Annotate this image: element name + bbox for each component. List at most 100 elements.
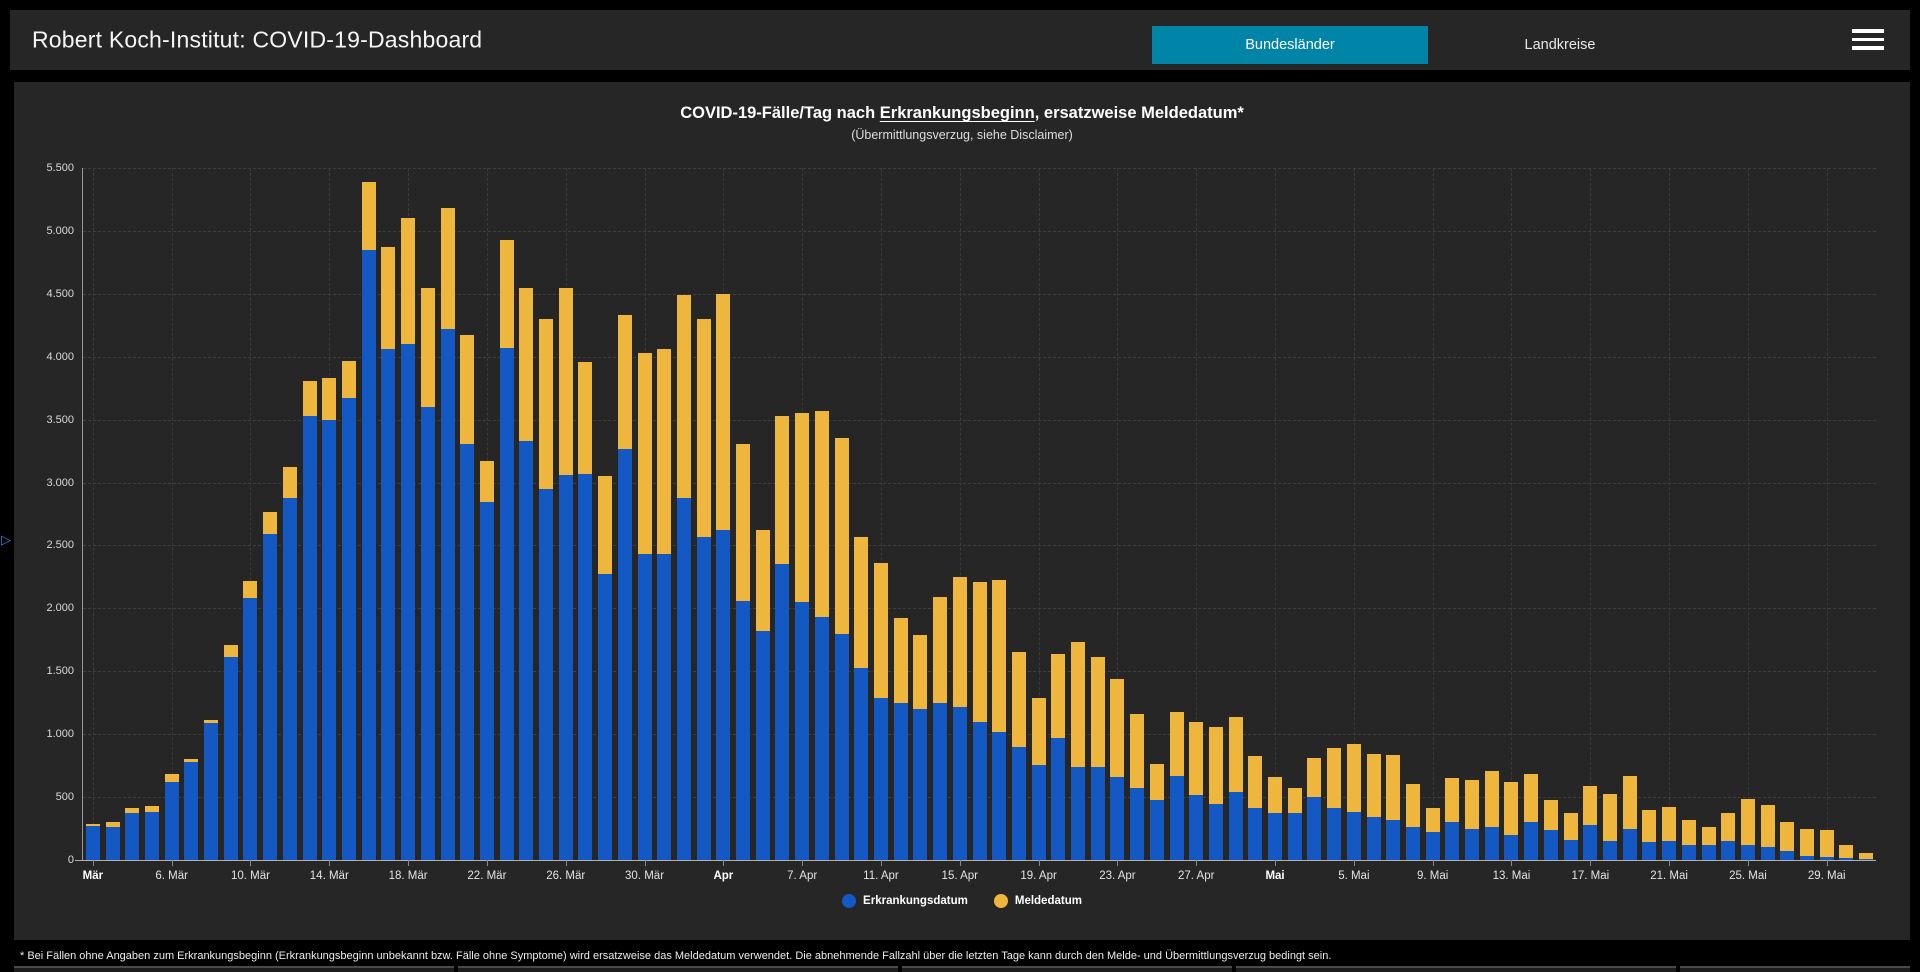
- bar-30. Apr[interactable]: [1248, 756, 1263, 860]
- bar-11. Mär[interactable]: [263, 511, 278, 860]
- bar-31. Mär[interactable]: [657, 349, 672, 860]
- bar-9. Mär[interactable]: [223, 644, 238, 860]
- bar-22. Apr[interactable]: [1090, 657, 1105, 860]
- bar-23. Mai[interactable]: [1701, 827, 1716, 860]
- bar-29. Apr[interactable]: [1228, 716, 1243, 860]
- bar-3. Apr[interactable]: [716, 293, 731, 860]
- bar-13. Apr[interactable]: [913, 634, 928, 860]
- bar-15. Mär[interactable]: [341, 360, 356, 860]
- bar-14. Apr[interactable]: [933, 597, 948, 860]
- bar-6. Apr[interactable]: [775, 415, 790, 860]
- bar-3. Mär[interactable]: [105, 822, 120, 860]
- bar-24. Apr[interactable]: [1130, 714, 1145, 860]
- bar-27. Apr[interactable]: [1189, 721, 1204, 860]
- bar-6. Mai[interactable]: [1366, 754, 1381, 860]
- bar-12. Mai[interactable]: [1484, 770, 1499, 860]
- bar-14. Mai[interactable]: [1524, 773, 1539, 860]
- bundeslaender-button[interactable]: Bundesländer: [1152, 26, 1428, 64]
- bar-28. Mär[interactable]: [598, 476, 613, 860]
- bar-25. Apr[interactable]: [1149, 763, 1164, 860]
- expand-panel-arrow-icon[interactable]: ▷: [1, 532, 11, 547]
- bar-20. Mär[interactable]: [440, 208, 455, 860]
- bar-29. Mär[interactable]: [617, 315, 632, 860]
- bar-25. Mai[interactable]: [1740, 798, 1755, 860]
- bar-26. Apr[interactable]: [1169, 711, 1184, 860]
- bar-21. Mär[interactable]: [460, 334, 475, 860]
- y-axis-label: 0: [67, 854, 74, 866]
- header-bar: Robert Koch-Institut: COVID-19-Dashboard…: [10, 10, 1910, 70]
- bar-8. Mär[interactable]: [204, 720, 219, 860]
- bar-12. Mär[interactable]: [282, 467, 297, 860]
- bar-2. Apr[interactable]: [696, 319, 711, 860]
- bar-segment-meldedatum: [440, 208, 455, 330]
- bar-4. Mai[interactable]: [1327, 748, 1342, 860]
- bar-11. Mai[interactable]: [1465, 780, 1480, 860]
- bar-22. Mär[interactable]: [479, 461, 494, 860]
- bar-28. Mai[interactable]: [1800, 828, 1815, 860]
- bar-28. Apr[interactable]: [1208, 726, 1223, 860]
- bar-10. Mai[interactable]: [1445, 778, 1460, 860]
- bar-4. Apr[interactable]: [736, 443, 751, 860]
- bar-10. Mär[interactable]: [243, 580, 258, 860]
- bar-30. Mär[interactable]: [637, 352, 652, 860]
- bar-23. Apr[interactable]: [1110, 678, 1125, 860]
- bar-19. Apr[interactable]: [1031, 697, 1046, 860]
- bar-27. Mär[interactable]: [578, 361, 593, 860]
- bar-3. Mai[interactable]: [1307, 758, 1322, 860]
- bar-19. Mai[interactable]: [1622, 776, 1637, 860]
- bar-2. Mär[interactable]: [85, 824, 100, 860]
- bar-20. Apr[interactable]: [1051, 653, 1066, 860]
- bar-7. Apr[interactable]: [795, 413, 810, 860]
- bar-16. Mär[interactable]: [361, 181, 376, 860]
- bar-30. Mai[interactable]: [1839, 844, 1854, 860]
- bar-19. Mär[interactable]: [420, 288, 435, 860]
- bar-20. Mai[interactable]: [1642, 810, 1657, 860]
- bar-17. Apr[interactable]: [992, 580, 1007, 860]
- bar-5. Apr[interactable]: [755, 530, 770, 860]
- bar-13. Mai[interactable]: [1504, 782, 1519, 860]
- bar-31. Mai[interactable]: [1859, 853, 1874, 860]
- bar-9. Mai[interactable]: [1425, 808, 1440, 860]
- hamburger-menu-icon[interactable]: [1852, 29, 1884, 51]
- bar-22. Mai[interactable]: [1681, 820, 1696, 860]
- bar-25. Mär[interactable]: [539, 319, 554, 860]
- bar-18. Mär[interactable]: [401, 218, 416, 860]
- landkreise-button[interactable]: Landkreise: [1470, 26, 1650, 64]
- bar-17. Mär[interactable]: [381, 247, 396, 860]
- bar-8. Apr[interactable]: [814, 411, 829, 860]
- bar-21. Mai[interactable]: [1662, 807, 1677, 860]
- bar-9. Apr[interactable]: [834, 437, 849, 860]
- bar-4. Mär[interactable]: [125, 807, 140, 860]
- bar-26. Mai[interactable]: [1760, 805, 1775, 860]
- bar-27. Mai[interactable]: [1780, 822, 1795, 860]
- bar-7. Mai[interactable]: [1386, 754, 1401, 860]
- legend-item-meldedatum[interactable]: Meldedatum: [993, 894, 1082, 908]
- bar-29. Mai[interactable]: [1819, 830, 1834, 860]
- bar-5. Mär[interactable]: [144, 805, 159, 860]
- bar-6. Mär[interactable]: [164, 773, 179, 860]
- bar-17. Mai[interactable]: [1583, 785, 1598, 860]
- bar-12. Apr[interactable]: [893, 618, 908, 860]
- bar-13. Mär[interactable]: [302, 380, 317, 860]
- bar-18. Apr[interactable]: [1011, 652, 1026, 860]
- bar-15. Apr[interactable]: [952, 576, 967, 860]
- bar-14. Mär[interactable]: [322, 378, 337, 860]
- bar-5. Mai[interactable]: [1346, 743, 1361, 860]
- bar-8. Mai[interactable]: [1405, 783, 1420, 860]
- bar-10. Apr[interactable]: [854, 536, 869, 860]
- bar-16. Apr[interactable]: [972, 581, 987, 860]
- bar-18. Mai[interactable]: [1603, 793, 1617, 860]
- bar-11. Apr[interactable]: [873, 563, 888, 860]
- bar-15. Mai[interactable]: [1543, 799, 1558, 860]
- bar-21. Apr[interactable]: [1071, 641, 1086, 860]
- legend-item-erkrankungsdatum[interactable]: Erkrankungsdatum: [842, 894, 968, 908]
- bar-1. Apr[interactable]: [676, 295, 691, 860]
- bar-7. Mär[interactable]: [184, 759, 199, 860]
- bar-24. Mär[interactable]: [519, 287, 534, 860]
- bar-24. Mai[interactable]: [1721, 813, 1736, 860]
- bar-2. Mai[interactable]: [1287, 788, 1302, 860]
- bar-1. Mai[interactable]: [1268, 776, 1283, 860]
- bar-16. Mai[interactable]: [1563, 813, 1578, 860]
- bar-23. Mär[interactable]: [499, 239, 514, 860]
- bar-26. Mär[interactable]: [558, 287, 573, 860]
